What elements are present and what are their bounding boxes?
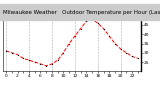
Text: Milwaukee Weather   Outdoor Temperature per Hour (Last 24 Hours): Milwaukee Weather Outdoor Temperature pe… bbox=[3, 10, 160, 15]
